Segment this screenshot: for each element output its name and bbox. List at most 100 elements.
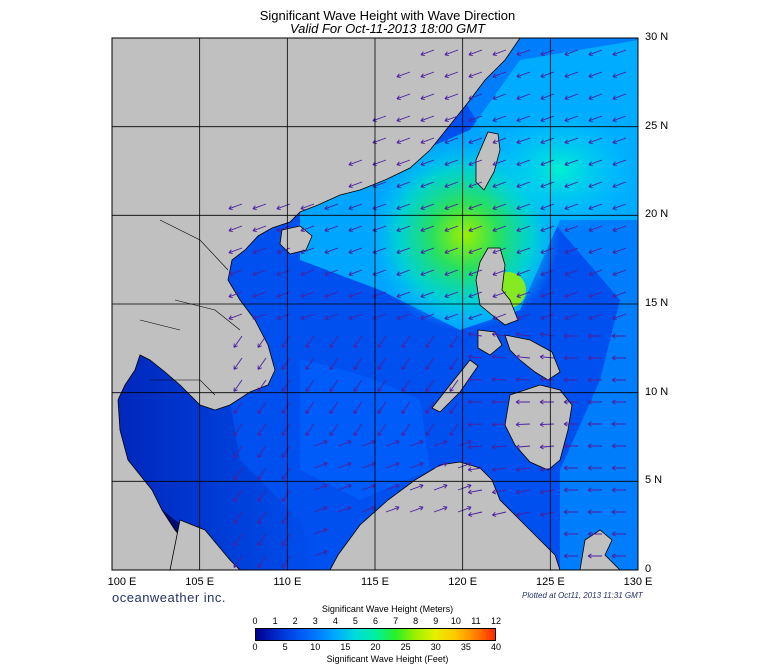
direction-arrow <box>540 49 555 56</box>
direction-arrow <box>515 467 531 472</box>
direction-arrow <box>444 313 459 320</box>
direction-arrow <box>612 93 627 100</box>
direction-arrow <box>257 467 267 480</box>
direction-arrow <box>257 555 267 568</box>
mainland-asia <box>112 38 521 570</box>
direction-arrow <box>540 71 555 78</box>
direction-arrow <box>313 528 328 535</box>
direction-arrow <box>587 355 602 361</box>
direction-arrow <box>563 465 578 471</box>
direction-arrow <box>491 354 507 360</box>
direction-arrow <box>420 49 435 56</box>
direction-arrow <box>612 137 627 144</box>
direction-arrow <box>563 553 578 559</box>
direction-arrow <box>564 181 579 188</box>
direction-arrow <box>401 401 411 414</box>
direction-arrow <box>588 71 603 78</box>
direction-arrow <box>305 401 315 414</box>
direction-arrow <box>233 511 243 524</box>
direction-arrow <box>588 49 603 56</box>
direction-arrow <box>468 93 483 100</box>
direction-arrow <box>252 247 267 254</box>
direction-arrow <box>444 225 459 232</box>
direction-arrow <box>540 159 555 166</box>
direction-arrow <box>276 247 291 254</box>
direction-arrow <box>588 93 603 100</box>
direction-arrow <box>540 203 555 210</box>
direction-arrow <box>467 332 483 337</box>
direction-arrow <box>233 401 243 414</box>
longitude-label: 130 E <box>623 576 653 588</box>
direction-arrow <box>563 333 578 339</box>
direction-arrow <box>564 71 579 78</box>
direction-arrow <box>353 401 363 414</box>
direction-arrow <box>449 401 459 414</box>
direction-arrow <box>588 181 603 188</box>
palawan-island <box>431 359 479 413</box>
direction-arrow <box>233 467 243 480</box>
direction-arrow <box>228 225 243 232</box>
mindanao-island <box>504 384 573 471</box>
direction-arrow <box>348 159 363 166</box>
direction-arrow <box>588 225 603 232</box>
direction-arrow <box>611 377 626 383</box>
direction-arrow <box>252 269 267 276</box>
direction-arrow <box>516 291 531 298</box>
longitude-label: 115 E <box>361 576 389 588</box>
direction-arrow <box>444 291 459 298</box>
meter-tick: 12 <box>490 616 502 626</box>
direction-arrow <box>444 181 459 188</box>
feet-tick: 35 <box>460 642 471 652</box>
direction-arrow <box>491 444 507 450</box>
direction-arrow <box>516 247 531 254</box>
direction-arrow <box>468 71 483 78</box>
direction-arrow <box>377 423 387 436</box>
direction-arrow <box>467 444 483 450</box>
feet-tick: 0 <box>252 642 258 652</box>
direction-arrow <box>612 181 627 188</box>
direction-arrow <box>257 379 267 392</box>
feet-tick: 5 <box>282 642 288 652</box>
direction-arrow <box>468 159 483 166</box>
direction-arrow <box>401 357 411 370</box>
meter-tick: 2 <box>292 616 298 626</box>
direction-arrow <box>257 423 267 436</box>
direction-arrow <box>233 423 243 436</box>
direction-arrow <box>587 421 602 427</box>
direction-arrow <box>540 511 555 517</box>
direction-arrow <box>516 93 531 100</box>
direction-arrow <box>396 203 411 210</box>
direction-arrow <box>492 115 507 122</box>
direction-arrow <box>305 379 315 392</box>
direction-arrow <box>252 313 267 320</box>
direction-arrow <box>468 181 483 188</box>
feet-tick: 20 <box>370 642 381 652</box>
direction-arrow <box>516 511 531 517</box>
direction-arrow <box>396 159 411 166</box>
direction-arrow <box>449 335 459 348</box>
direction-arrow <box>281 533 291 546</box>
direction-arrow <box>425 379 435 392</box>
direction-arrow <box>420 203 435 210</box>
feet-tick: 10 <box>310 642 321 652</box>
direction-arrow <box>540 291 555 298</box>
direction-arrow <box>396 225 411 232</box>
direction-arrow <box>420 247 435 254</box>
direction-arrow <box>353 335 363 348</box>
malay-peninsula-tip <box>169 519 241 570</box>
direction-arrow <box>611 531 626 537</box>
direction-arrow <box>612 247 627 254</box>
direction-arrow <box>468 313 483 320</box>
direction-arrow <box>457 506 472 513</box>
direction-arrow <box>401 423 411 436</box>
sulawesi-island <box>579 529 621 570</box>
wave-height-map <box>111 37 639 571</box>
direction-arrow <box>377 357 387 370</box>
direction-arrow <box>612 71 627 78</box>
direction-arrow <box>337 484 352 491</box>
direction-arrow <box>313 440 328 447</box>
direction-arrow <box>539 489 555 495</box>
direction-arrow <box>467 377 483 382</box>
direction-arrow <box>420 159 435 166</box>
direction-arrow <box>587 399 602 405</box>
